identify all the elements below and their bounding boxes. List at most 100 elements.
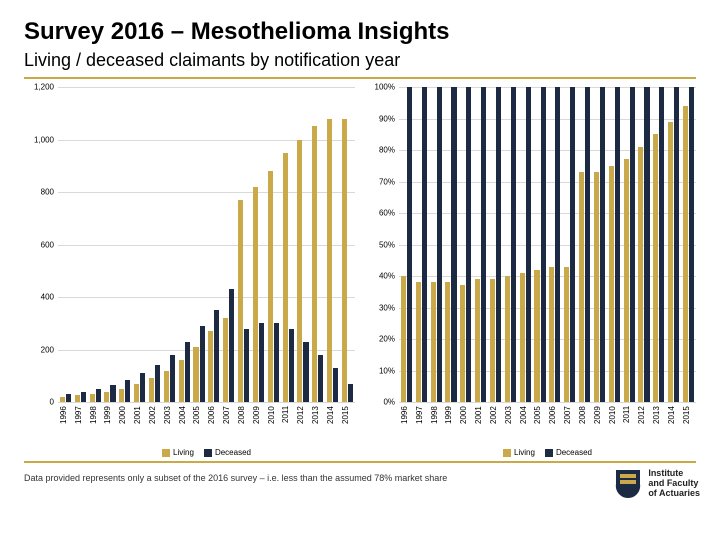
x-tick: 1999	[104, 406, 115, 446]
bar-deceased	[303, 342, 308, 402]
bar-living	[609, 166, 614, 402]
charts-row: 02004006008001,0001,200 1996199719981999…	[24, 87, 696, 457]
gridline	[58, 402, 355, 403]
bar-deceased	[274, 323, 279, 402]
bar-group	[253, 87, 264, 402]
legend-item-deceased: Deceased	[545, 448, 592, 457]
bar-group	[297, 87, 308, 402]
bar-deceased	[437, 87, 442, 402]
bar-group	[445, 87, 456, 402]
bar-deceased	[81, 392, 86, 403]
bar-group	[238, 87, 249, 402]
bar-living	[134, 384, 139, 402]
bar-deceased	[674, 87, 679, 402]
bar-living	[208, 331, 213, 402]
bar-deceased	[155, 365, 160, 402]
y-tick: 20%	[379, 335, 395, 344]
bar-deceased	[140, 373, 145, 402]
bar-deceased	[289, 329, 294, 403]
y-tick: 40%	[379, 272, 395, 281]
deceased-swatch	[204, 449, 212, 457]
bar-living	[119, 389, 124, 402]
y-tick: 80%	[379, 146, 395, 155]
x-tick: 1998	[431, 406, 442, 446]
bar-living	[564, 267, 569, 402]
bar-group	[505, 87, 516, 402]
x-tick: 2008	[579, 406, 590, 446]
bar-group	[683, 87, 694, 402]
bar-living	[505, 276, 510, 402]
right-y-axis: 0%10%20%30%40%50%60%70%80%90%100%	[365, 87, 397, 402]
bar-living	[475, 279, 480, 402]
bar-group	[119, 87, 130, 402]
bar-deceased	[96, 389, 101, 402]
bar-living	[416, 282, 421, 402]
bar-living	[520, 273, 525, 402]
bar-deceased	[600, 87, 605, 402]
bar-living	[594, 172, 599, 402]
bar-group	[430, 87, 441, 402]
legend-item-deceased: Deceased	[204, 448, 251, 457]
x-tick: 1997	[416, 406, 427, 446]
x-tick: 1996	[60, 406, 71, 446]
bar-living	[149, 378, 154, 402]
bar-deceased	[511, 87, 516, 402]
x-tick: 1999	[445, 406, 456, 446]
bar-deceased	[481, 87, 486, 402]
bar-living	[238, 200, 243, 402]
bar-group	[193, 87, 204, 402]
y-tick: 1,200	[34, 83, 54, 92]
bar-group	[653, 87, 664, 402]
y-tick: 100%	[375, 83, 395, 92]
bar-group	[638, 87, 649, 402]
x-tick: 2004	[179, 406, 190, 446]
legend-item-living: Living	[162, 448, 194, 457]
x-tick: 2002	[490, 406, 501, 446]
footer-rule	[24, 461, 696, 463]
bar-group	[312, 87, 323, 402]
x-tick: 2012	[638, 406, 649, 446]
right-bars	[399, 87, 696, 402]
bar-living	[549, 267, 554, 402]
left-bars	[58, 87, 355, 402]
x-tick: 2002	[149, 406, 160, 446]
x-tick: 2011	[282, 406, 293, 446]
bar-group	[268, 87, 279, 402]
x-tick: 1996	[401, 406, 412, 446]
x-tick: 2006	[208, 406, 219, 446]
bar-living	[312, 126, 317, 402]
x-tick: 2008	[238, 406, 249, 446]
bar-deceased	[630, 87, 635, 402]
x-tick: 2004	[520, 406, 531, 446]
bar-deceased	[244, 329, 249, 403]
bar-deceased	[541, 87, 546, 402]
gridline	[399, 402, 696, 403]
bar-living	[638, 147, 643, 402]
bar-deceased	[659, 87, 664, 402]
left-plot: 02004006008001,0001,200	[58, 87, 355, 402]
bar-group	[208, 87, 219, 402]
legend-label: Living	[173, 448, 194, 457]
bar-living	[431, 282, 436, 402]
left-chart: 02004006008001,0001,200 1996199719981999…	[24, 87, 355, 457]
x-tick: 2010	[268, 406, 279, 446]
x-tick: 2001	[475, 406, 486, 446]
bar-deceased	[318, 355, 323, 402]
right-legend: Living Deceased	[399, 448, 696, 457]
crest-icon	[614, 468, 642, 500]
bar-group	[282, 87, 293, 402]
bar-living	[445, 282, 450, 402]
bar-living	[460, 285, 465, 402]
left-y-axis: 02004006008001,0001,200	[24, 87, 56, 402]
bar-deceased	[185, 342, 190, 402]
right-plot: 0%10%20%30%40%50%60%70%80%90%100%	[399, 87, 696, 402]
bar-group	[75, 87, 86, 402]
right-x-axis: 1996199719981999200020012002200320042005…	[399, 406, 696, 446]
bar-living	[60, 397, 65, 402]
x-tick: 2015	[683, 406, 694, 446]
x-tick: 2010	[609, 406, 620, 446]
bar-living	[268, 171, 273, 402]
bar-group	[342, 87, 353, 402]
x-tick: 2014	[668, 406, 679, 446]
bar-deceased	[496, 87, 501, 402]
